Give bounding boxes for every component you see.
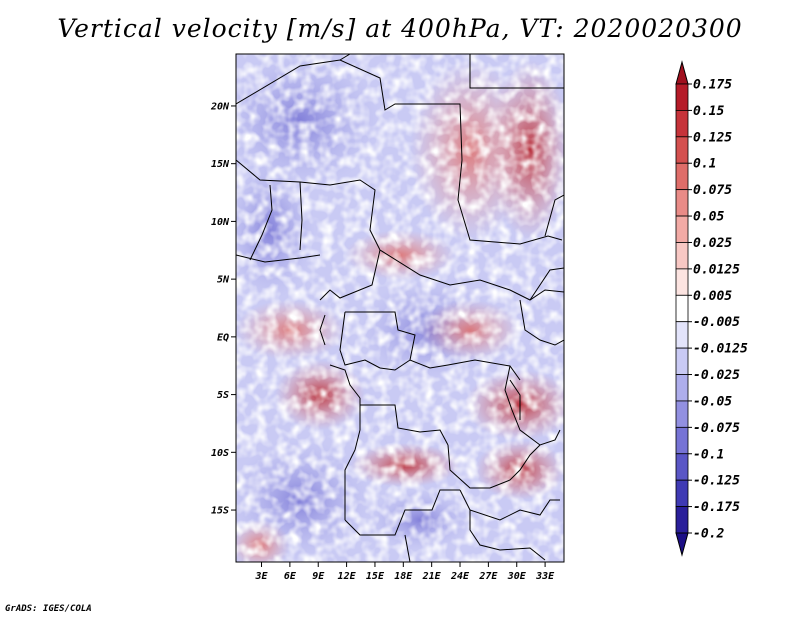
latitude-axis: 20N 15N 10N 5N EQ 5S 10S 15S: [210, 101, 236, 517]
colorbar-label: -0.005: [693, 315, 740, 330]
colorbar-box: [675, 83, 689, 111]
lon-tick-label: 27E: [478, 571, 498, 582]
colorbar-label: -0.075: [693, 421, 740, 436]
lon-tick-label: 30E: [507, 571, 527, 582]
colorbar-top-arrow: [675, 60, 689, 85]
colorbar-label: -0.2: [693, 527, 724, 542]
lon-tick-label: 33E: [535, 571, 555, 582]
lon-tick-label: 24E: [450, 571, 470, 582]
colorbar-box: [675, 162, 689, 191]
longitude-axis: 3E 6E 9E 12E 15E 18E 21E 24E 27E 30E 33E: [254, 562, 555, 582]
colorbar-box: [675, 294, 689, 323]
colorbar-box: [675, 426, 689, 455]
footer-credit: GrADS: IGES/COLA: [5, 604, 92, 614]
colorbar-label: -0.125: [693, 474, 740, 489]
colorbar-label: -0.0125: [693, 342, 748, 357]
colorbar-box: [675, 479, 689, 507]
colorbar-label: 0.1: [693, 157, 716, 172]
colorbar-label: 0.175: [693, 78, 732, 93]
colorbar-box: [675, 374, 689, 402]
colorbar-box: [675, 242, 689, 270]
colorbar-label: 0.005: [693, 289, 732, 304]
colorbar-label: -0.1: [693, 447, 724, 462]
colorbar-bottom-arrow: [675, 532, 689, 557]
lon-tick-label: 15E: [366, 571, 385, 582]
lat-tick-label: 20N: [210, 101, 230, 112]
lat-tick-label: 10S: [211, 448, 229, 459]
colorbar-box: [675, 110, 689, 138]
lat-tick-label: 5S: [217, 390, 229, 401]
lat-tick-label: 5N: [217, 275, 230, 286]
colorbar-label: 0.05: [693, 210, 724, 225]
plot-frame: [235, 53, 565, 563]
lon-tick-label: 18E: [394, 571, 413, 582]
lon-tick-label: 3E: [254, 571, 268, 582]
colorbar-box: [675, 506, 689, 534]
colorbar: 0.175 0.15 0.125 0.1 0.075 0.05 0.025 0.0125 0.0…: [675, 60, 748, 557]
colorbar-label: 0.125: [693, 130, 732, 145]
lat-tick-label: EQ: [217, 332, 229, 343]
lon-tick-label: 21E: [422, 571, 442, 582]
lat-tick-label: 15S: [211, 506, 229, 517]
colorbar-box: [675, 453, 689, 481]
colorbar-box: [675, 400, 689, 428]
colorbar-box: [675, 136, 689, 164]
plot-title: Vertical velocity [m/s] at 400hPa, VT: 2…: [57, 14, 743, 43]
colorbar-box: [675, 268, 689, 296]
lon-tick-label: 6E: [284, 571, 297, 582]
lon-tick-label: 9E: [312, 571, 325, 582]
colorbar-label: 0.15: [693, 104, 724, 119]
lon-tick-label: 12E: [338, 571, 357, 582]
colorbar-label: -0.175: [693, 500, 740, 515]
colorbar-label: 0.025: [693, 236, 732, 251]
country-borders: [236, 54, 564, 562]
colorbar-label: 0.0125: [693, 262, 740, 277]
colorbar-box: [675, 347, 689, 375]
colorbar-label: -0.05: [693, 394, 732, 409]
lat-tick-label: 10N: [211, 217, 230, 228]
colorbar-label: -0.025: [693, 368, 740, 383]
colorbar-label: 0.075: [693, 183, 732, 198]
colorbar-box: [675, 321, 689, 349]
lat-tick-label: 15N: [211, 159, 230, 170]
colorbar-box: [675, 215, 689, 243]
colorbar-box: [675, 189, 689, 217]
